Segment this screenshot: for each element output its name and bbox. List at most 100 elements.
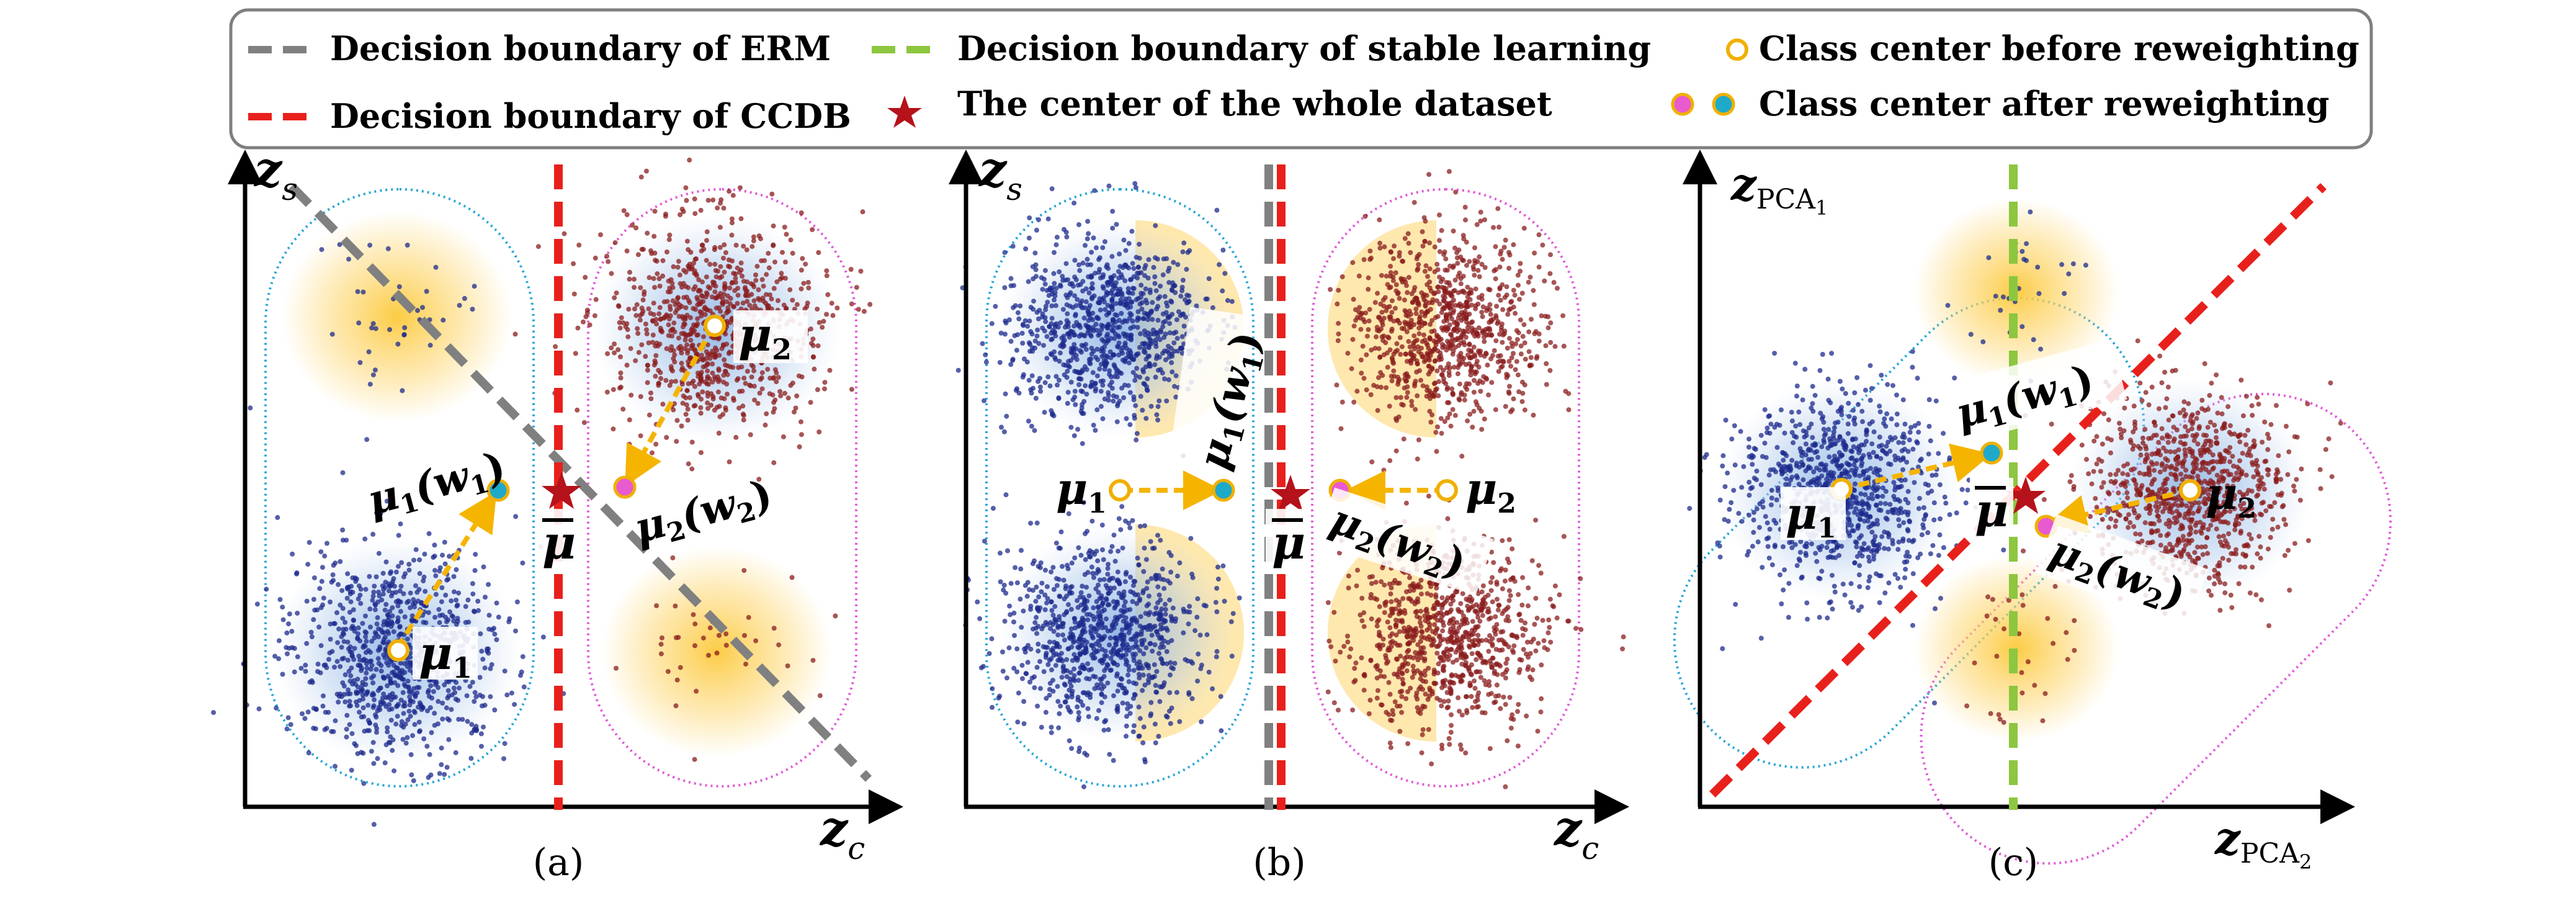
scatter-point (764, 272, 769, 277)
legend-item-star: The center of the whole dataset (887, 84, 1552, 128)
scatter-point (1377, 354, 1383, 360)
scatter-point (660, 402, 666, 407)
scatter-point (1473, 303, 1478, 308)
scatter-point (1132, 634, 1137, 639)
scatter-point (683, 284, 689, 289)
scatter-point (681, 321, 687, 326)
scatter-point (660, 258, 666, 263)
scatter-point (1334, 382, 1339, 388)
scatter-point (1482, 217, 1487, 223)
scatter-point (1500, 339, 1505, 345)
scatter-point (764, 411, 769, 416)
scatter-point (402, 325, 408, 330)
scatter-point (1033, 395, 1039, 401)
scatter-point (1458, 601, 1464, 606)
scatter-point (1168, 672, 1173, 678)
scatter-point (722, 269, 727, 275)
scatter-point (1052, 297, 1057, 303)
scatter-point (1111, 532, 1117, 538)
scatter-point (745, 279, 750, 285)
scatter-point (998, 579, 1003, 585)
scatter-point (1511, 396, 1516, 402)
scatter-point (358, 586, 364, 592)
scatter-point (369, 693, 375, 698)
scatter-point (1490, 665, 1495, 670)
scatter-point (1412, 381, 1418, 387)
scatter-point (1345, 351, 1351, 356)
scatter-point (384, 498, 390, 504)
scatter-point (387, 702, 392, 707)
scatter-point (1141, 316, 1147, 321)
scatter-point (1138, 282, 1144, 288)
scatter-point (372, 367, 378, 373)
scatter-point (1454, 255, 1460, 261)
scatter-point (1520, 632, 1526, 638)
scatter-point (676, 313, 682, 319)
scatter-point (447, 554, 452, 559)
scatter-point (1036, 217, 1041, 223)
scatter-point (1130, 518, 1135, 523)
scatter-point (1361, 375, 1367, 381)
scatter-point (693, 271, 699, 277)
scatter-point (408, 698, 413, 703)
scatter-point (1498, 251, 1503, 257)
scatter-point (1561, 534, 1567, 539)
scatter-point (1534, 354, 1540, 359)
scatter-point (771, 626, 777, 631)
scatter-point (1166, 266, 1172, 271)
scatter-point (1091, 575, 1096, 580)
scatter-point (698, 207, 704, 213)
scatter-point (632, 285, 637, 290)
scatter-point (381, 652, 387, 658)
scatter-point (1421, 292, 1427, 297)
scatter-point (1002, 249, 1008, 255)
scatter-point (1552, 344, 1558, 349)
scatter-point (375, 756, 380, 761)
scatter-point (392, 680, 398, 686)
scatter-point (1444, 318, 1450, 323)
scatter-point (666, 333, 671, 338)
scatter-point (1407, 308, 1412, 314)
scatter-point (1456, 290, 1461, 295)
scatter-point (1206, 276, 1212, 281)
scatter-point (305, 562, 311, 567)
scatter-point (1050, 613, 1056, 618)
scatter-point (382, 608, 388, 613)
scatter-point (1054, 583, 1060, 588)
scatter-point (1423, 218, 1428, 224)
scatter-point (1091, 293, 1097, 299)
scatter-point (648, 396, 654, 402)
scatter-point (620, 406, 626, 412)
scatter-point (743, 662, 748, 667)
scatter-point (1404, 668, 1410, 673)
scatter-point (1488, 312, 1493, 317)
scatter-point (391, 629, 396, 634)
scatter-point (1511, 717, 1516, 722)
scatter-point (1214, 609, 1220, 614)
scatter-point (1469, 694, 1474, 699)
scatter-point (694, 688, 699, 694)
scatter-point (402, 661, 408, 667)
scatter-point (730, 364, 736, 370)
scatter-point (1366, 275, 1371, 281)
scatter-point (1431, 393, 1436, 398)
scatter-point (816, 320, 822, 325)
scatter-point (1019, 663, 1025, 668)
scatter-point (789, 575, 795, 580)
scatter-point (705, 197, 711, 203)
scatter-point (400, 690, 406, 695)
scatter-point (1446, 400, 1452, 405)
scatter-point (1080, 441, 1085, 446)
scatter-point (1397, 295, 1402, 301)
scatter-point (830, 313, 836, 318)
scatter-point (1420, 243, 1426, 249)
scatter-point (1124, 690, 1129, 696)
scatter-point (753, 272, 758, 277)
scatter-point (1035, 649, 1041, 654)
scatter-point (1078, 303, 1083, 309)
scatter-point (1106, 562, 1111, 567)
scatter-point (1469, 302, 1474, 308)
scatter-point (298, 665, 304, 671)
scatter-point (1163, 331, 1168, 337)
scatter-point (1526, 329, 1532, 335)
